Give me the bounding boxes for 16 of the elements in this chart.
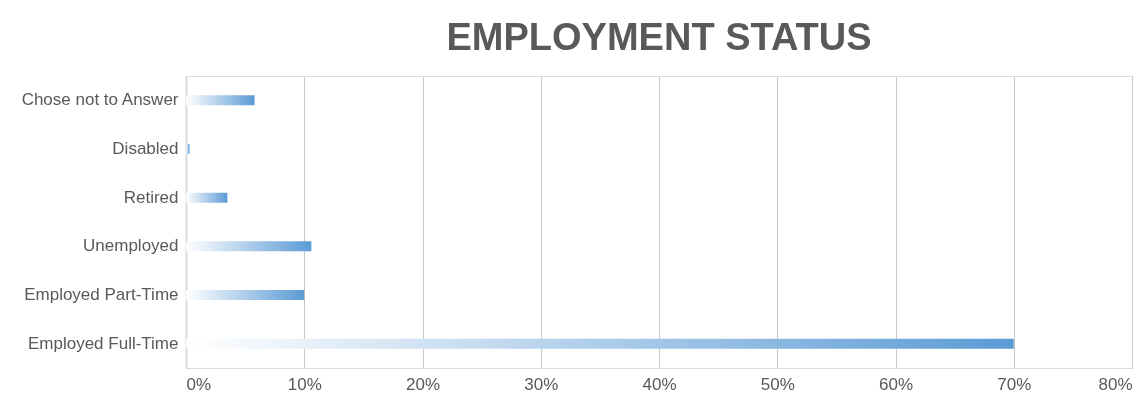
- y-tick-label: Chose not to Answer: [21, 90, 179, 110]
- y-tick-label: Employed Part-Time: [24, 285, 179, 304]
- x-tick-label: 70%: [997, 374, 1032, 394]
- x-tick-label: 20%: [405, 374, 441, 394]
- x-tick-label: 0%: [186, 374, 212, 394]
- x-tick-label: 40%: [642, 374, 677, 394]
- y-tick-label: Retired: [123, 187, 179, 207]
- x-tick-label: 60%: [878, 374, 914, 394]
- x-tick-label: 50%: [760, 374, 795, 394]
- y-tick-label: Unemployed: [83, 236, 179, 256]
- x-tick-label: 30%: [524, 374, 559, 394]
- x-tick-label: 10%: [287, 374, 322, 394]
- y-tick-label: Employed Full-Time: [27, 333, 179, 353]
- chart-title: EMPLOYMENT STATUS: [446, 16, 872, 58]
- x-tick-label: 80%: [1098, 374, 1133, 394]
- y-tick-label: Disabled: [112, 139, 179, 158]
